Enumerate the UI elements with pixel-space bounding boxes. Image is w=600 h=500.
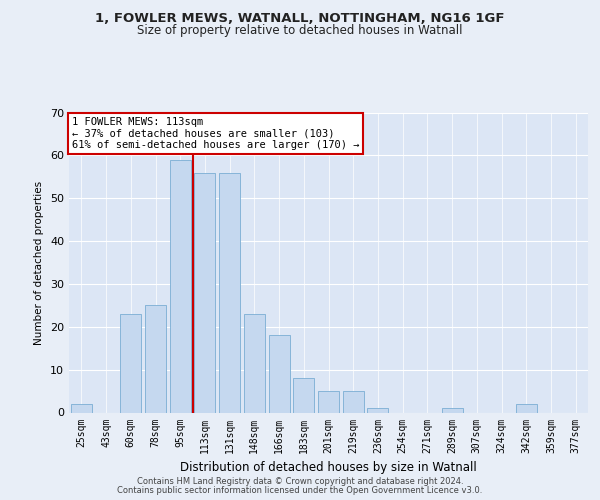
Bar [367,408,388,412]
Bar [269,336,290,412]
Bar [442,408,463,412]
X-axis label: Distribution of detached houses by size in Watnall: Distribution of detached houses by size … [180,461,477,474]
Bar [145,306,166,412]
Bar [244,314,265,412]
Text: Contains HM Land Registry data © Crown copyright and database right 2024.: Contains HM Land Registry data © Crown c… [137,477,463,486]
Bar [516,404,537,412]
Text: Contains public sector information licensed under the Open Government Licence v3: Contains public sector information licen… [118,486,482,495]
Bar [318,391,339,412]
Text: Size of property relative to detached houses in Watnall: Size of property relative to detached ho… [137,24,463,37]
Bar [219,172,240,412]
Bar [194,172,215,412]
Text: 1 FOWLER MEWS: 113sqm
← 37% of detached houses are smaller (103)
61% of semi-det: 1 FOWLER MEWS: 113sqm ← 37% of detached … [71,117,359,150]
Bar [343,391,364,412]
Bar [170,160,191,412]
Y-axis label: Number of detached properties: Number of detached properties [34,180,44,344]
Bar [71,404,92,412]
Text: 1, FOWLER MEWS, WATNALL, NOTTINGHAM, NG16 1GF: 1, FOWLER MEWS, WATNALL, NOTTINGHAM, NG1… [95,12,505,26]
Bar [120,314,141,412]
Bar [293,378,314,412]
